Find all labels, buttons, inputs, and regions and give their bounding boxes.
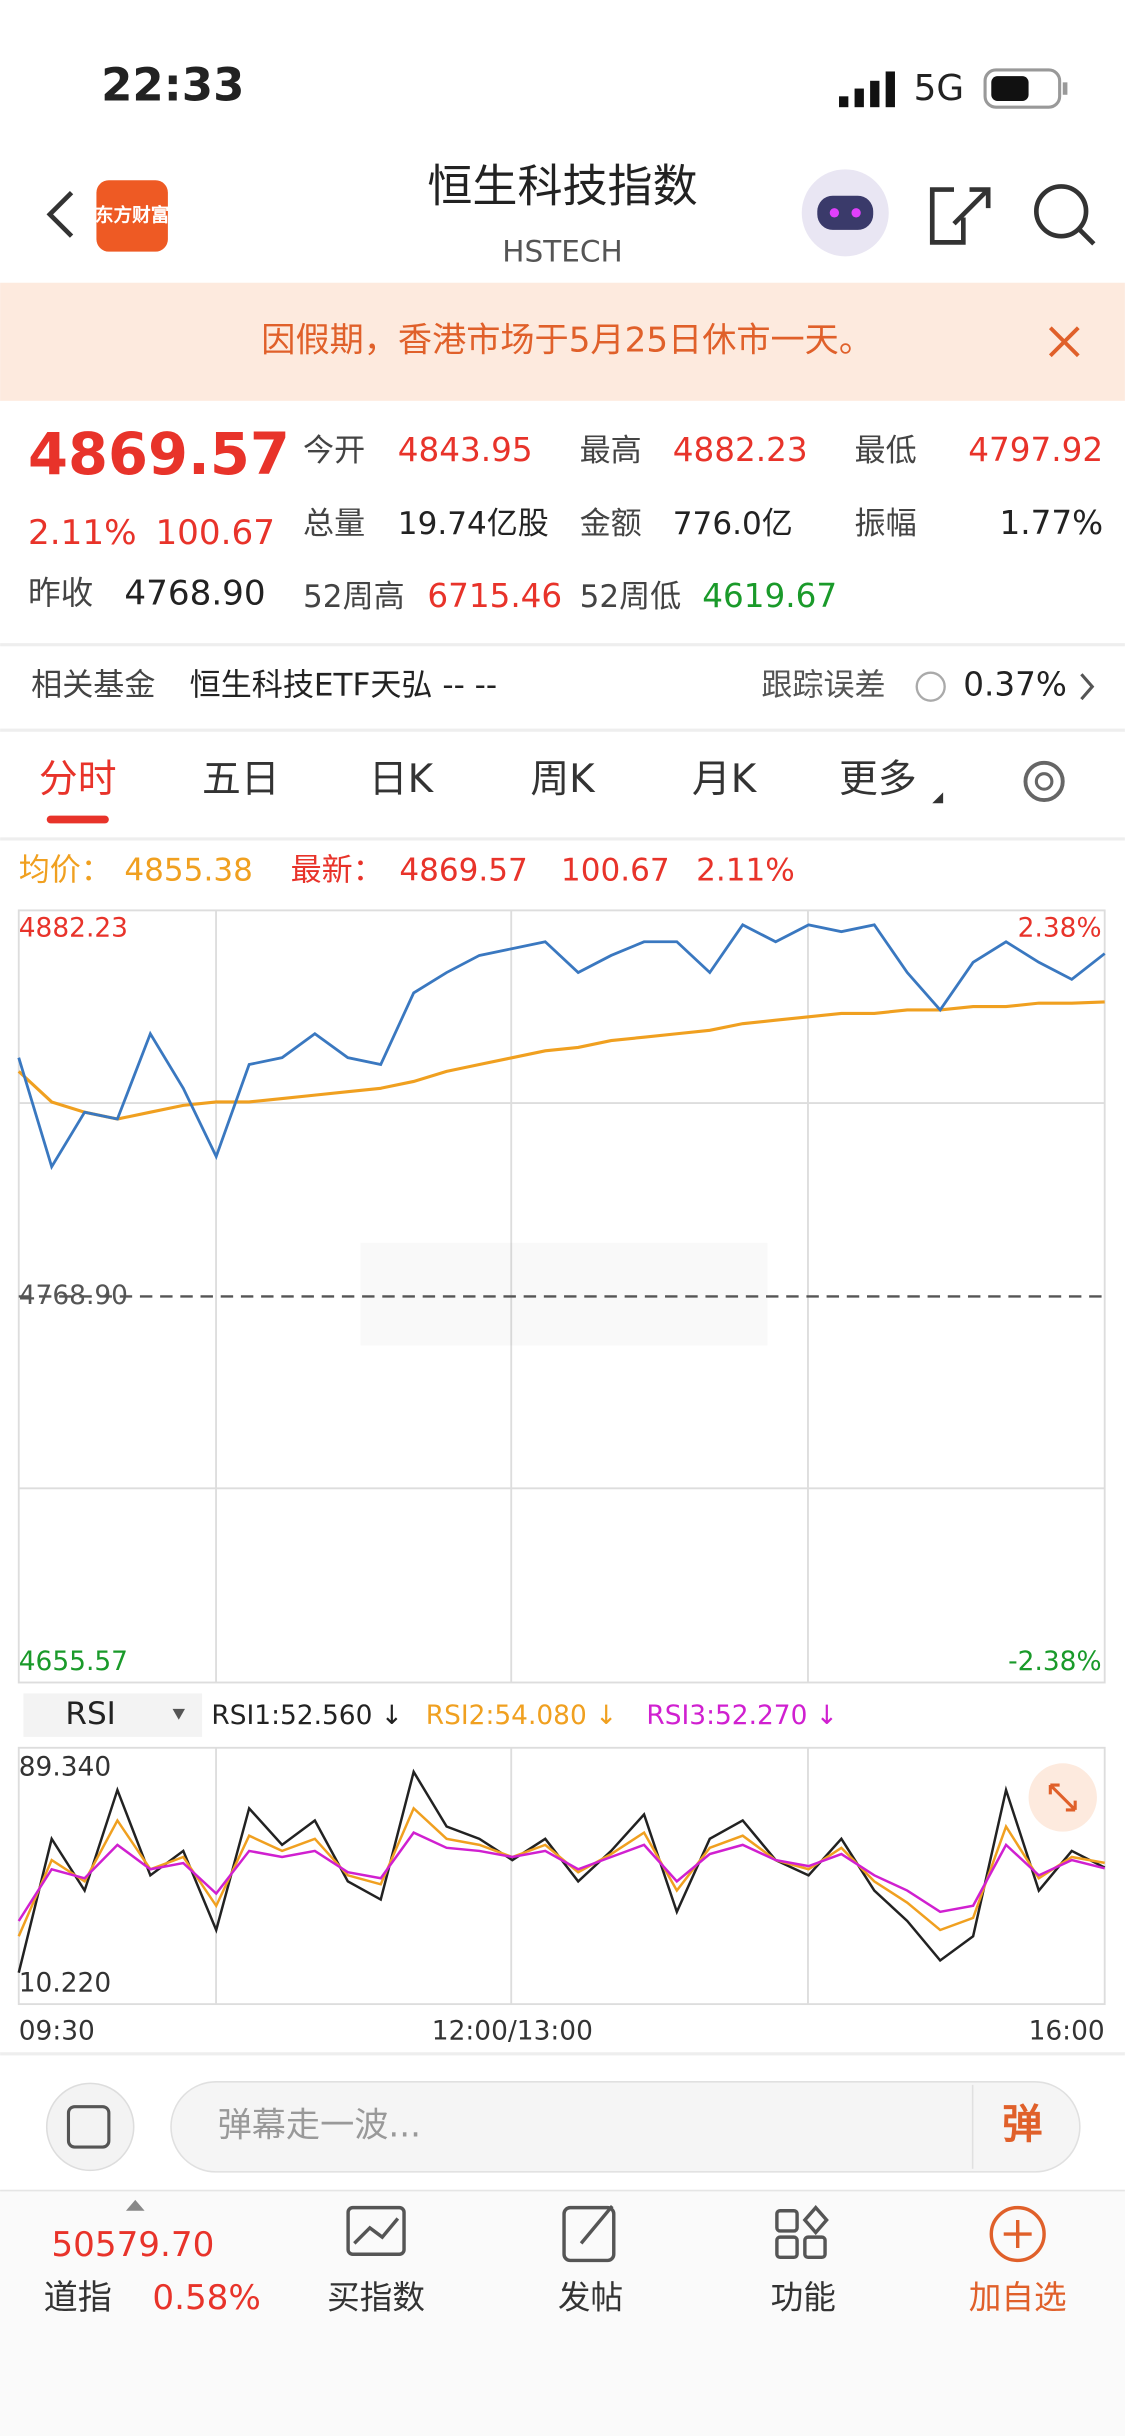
tab[interactable]: 日K	[369, 757, 435, 802]
battery-icon	[983, 68, 1068, 109]
tracking-error-label: 跟踪误差	[761, 668, 885, 704]
field-label: 最高	[580, 433, 642, 469]
notice-text: 因假期，香港市场于5月25日休市一天。	[261, 320, 873, 360]
fund-name[interactable]: 恒生科技ETF天弘 -- --	[190, 668, 497, 704]
comment-placeholder: 弹幕走一波...	[218, 2105, 421, 2145]
field-label: 振幅	[855, 506, 917, 542]
more-arrow	[932, 792, 944, 804]
field-value: 4619.67	[702, 577, 837, 615]
assistant-icon[interactable]	[801, 169, 889, 257]
tracking-error: 0.37%	[963, 666, 1067, 704]
fund-label: 相关基金	[31, 668, 155, 704]
legend-entry: RSI1:52.560 ↓	[211, 1700, 403, 1731]
prev-close: 4768.90	[124, 574, 265, 614]
expand-button[interactable]	[1028, 1763, 1097, 1832]
price-line	[17, 923, 1106, 1171]
x-tick-label: 16:00	[1029, 2016, 1105, 2047]
up-arrow	[125, 2199, 145, 2211]
help-icon[interactable]	[915, 671, 946, 702]
app-logo	[96, 180, 168, 252]
field-value: 4882.23	[673, 431, 808, 469]
tab[interactable]: 月K	[692, 757, 758, 802]
field-value: 1.77%	[1000, 504, 1104, 542]
field-value: 4797.92	[968, 431, 1103, 469]
field-label: 总量	[303, 506, 365, 542]
quote-fields: 今开 4843.95 最高 4882.23 最低 4797.92 总量 19.74亿股 金额 77…	[303, 431, 1103, 615]
notice-banner	[0, 282, 1125, 401]
share-button[interactable]	[929, 187, 991, 245]
latest-change: 100.67	[561, 853, 670, 889]
settings-button[interactable]	[1023, 760, 1065, 803]
x-tick-label: 12:00/13:00	[432, 2016, 593, 2047]
change: 100.67	[155, 513, 275, 553]
average-line	[17, 1000, 1105, 1121]
field-value: 6715.46	[427, 577, 562, 615]
rsi-line	[17, 1806, 1105, 1937]
index-change: 0.58%	[152, 2278, 261, 2318]
tabs: 分时 五日 日K 周K 月K 更多	[39, 757, 944, 804]
tab[interactable]: 周K	[530, 757, 596, 802]
y2-tick-label: -2.38%	[1008, 1646, 1101, 1677]
rsi-line	[17, 1831, 1105, 1922]
field-label: 52周低	[580, 579, 682, 615]
y-tick-label: 10.220	[19, 1967, 111, 1998]
signal-icon	[839, 71, 895, 108]
bottom-items: 买指数 发帖 功能 加自选	[327, 2278, 1066, 2316]
latest-value: 4869.57	[399, 853, 527, 889]
latest-change-pct: 2.11%	[696, 853, 795, 889]
avg-label: 均价：	[19, 853, 112, 889]
indicator-select[interactable]	[23, 1693, 203, 1737]
index-value[interactable]: 50579.70	[51, 2225, 214, 2265]
y2-tick-label: 2.38%	[1018, 913, 1102, 944]
rsi-chart: 89.340 10.220 RSI1:52.560 ↓ RSI2:54.080 ↓ RS…	[17, 1700, 1106, 2047]
legend-entry: RSI2:54.080 ↓	[426, 1700, 618, 1731]
tab[interactable]: 五日	[202, 757, 280, 802]
y-tick-label: 89.340	[19, 1751, 111, 1782]
bottom-icons	[346, 2204, 1046, 2263]
indicator-name: RSI	[65, 1696, 115, 1732]
bottom-item[interactable]: 发帖	[558, 2278, 623, 2316]
field-label: 金额	[580, 506, 642, 542]
field-label: 52周高	[303, 579, 405, 615]
danmaku-button[interactable]: 弹	[1002, 2101, 1042, 2148]
status-time: 22:33	[101, 59, 244, 112]
field-label: 最低	[855, 433, 917, 469]
bottom-item[interactable]: 买指数	[327, 2278, 425, 2316]
page-title: 恒生科技指数	[427, 160, 697, 213]
page-subtitle: HSTECH	[502, 235, 622, 269]
comment-input[interactable]	[170, 2081, 1081, 2173]
field-value: 4843.95	[398, 431, 533, 469]
tab[interactable]: 分时	[39, 757, 117, 802]
tab[interactable]: 更多	[839, 757, 917, 802]
network-label: 5G	[914, 68, 964, 109]
search-button[interactable]	[1034, 184, 1096, 246]
y-tick-label: 4655.57	[19, 1646, 128, 1677]
index-name: 道指	[44, 2278, 112, 2318]
legend-entry: RSI3:52.270 ↓	[646, 1700, 838, 1731]
notice-close[interactable]	[1048, 326, 1080, 358]
logo-text: 东方财富	[95, 204, 170, 226]
prev-close-label: 昨收	[28, 574, 93, 612]
back-button[interactable]	[46, 190, 74, 238]
comment-icon[interactable]	[45, 2082, 135, 2172]
bottom-item[interactable]: 加自选	[969, 2278, 1067, 2316]
field-value: 19.74亿股	[398, 506, 549, 542]
chevron	[1080, 673, 1095, 701]
x-tick-label: 09:30	[19, 2016, 95, 2047]
field-value: 776.0亿	[673, 506, 793, 542]
bottom-item[interactable]: 功能	[771, 2278, 836, 2316]
price: 4869.57	[28, 421, 290, 488]
dropdown-arrow	[172, 1708, 185, 1720]
y-tick-label: 4882.23	[19, 913, 128, 944]
latest-label: 最新：	[291, 853, 384, 889]
watermark	[360, 1242, 768, 1346]
tab-indicator	[46, 815, 109, 824]
change-pct: 2.11%	[28, 513, 137, 553]
avg-value: 4855.38	[124, 853, 252, 889]
field-label: 今开	[303, 433, 365, 469]
